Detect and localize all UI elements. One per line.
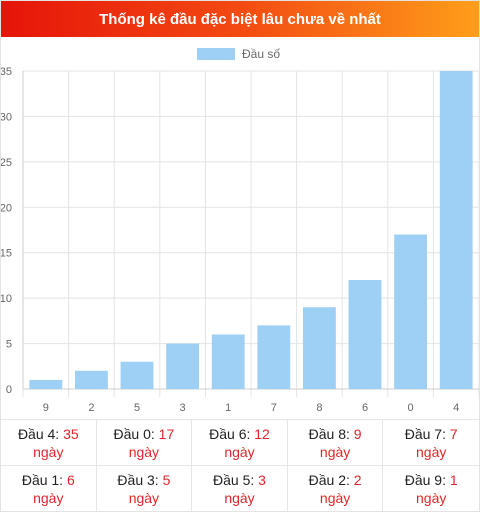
y-tick-label: 0 <box>6 384 12 396</box>
bar <box>29 379 63 389</box>
y-tick-label: 20 <box>1 202 12 214</box>
bar <box>120 361 154 389</box>
stat-label: Đầu 5: <box>213 472 255 488</box>
bar <box>394 234 428 389</box>
x-tick-label: 5 <box>134 402 140 414</box>
stat-label: Đầu 9: <box>404 472 446 488</box>
stat-value: 17 <box>158 426 175 442</box>
stat-value: 2 <box>353 472 362 488</box>
stat-cell: Đầu 6: 12 ngày <box>192 419 288 465</box>
x-tick-label: 9 <box>43 402 49 414</box>
bar <box>348 279 382 389</box>
stats-grid: Đầu 4: 35 ngày Đầu 0: 17 ngày Đầu 6: 12 ngà… <box>1 419 479 511</box>
bar <box>211 334 245 389</box>
stat-label: Đầu 7: <box>404 426 446 442</box>
y-tick-label: 25 <box>1 157 12 169</box>
stat-unit: ngày <box>33 444 64 460</box>
stat-unit: ngày <box>33 490 64 506</box>
stat-label: Đầu 1: <box>21 472 64 488</box>
stat-label: Đầu 3: <box>117 472 159 488</box>
stat-cell: Đầu 1: 6 ngày <box>1 465 97 511</box>
y-tick-label: 30 <box>1 111 12 123</box>
bar <box>257 325 291 389</box>
stat-value: 7 <box>449 426 458 442</box>
stat-cell: Đầu 4: 35 ngày <box>1 419 97 465</box>
stat-value: 12 <box>254 426 270 442</box>
stat-label: Đầu 4: <box>17 426 60 442</box>
x-tick-label: 4 <box>453 402 459 414</box>
x-tick-label: 6 <box>362 402 368 414</box>
y-tick-label: 15 <box>1 248 12 260</box>
stat-value: 35 <box>63 426 79 442</box>
stat-label: Đầu 0: <box>113 426 155 442</box>
stat-cell: Đầu 8: 9 ngày <box>287 419 384 465</box>
stat-unit: ngày <box>128 490 160 506</box>
stat-label: Đầu 6: <box>209 426 251 442</box>
bar <box>74 370 108 389</box>
stat-cell: Đầu 9: 1 ngày <box>383 465 479 511</box>
stat-value: 9 <box>353 426 362 442</box>
chart-title: Thống kê đầu đặc biệt lâu chưa về nhất <box>1 1 479 37</box>
y-tick-label: 5 <box>6 339 12 351</box>
stat-value: 5 <box>162 472 171 488</box>
stat-cell: Đầu 5: 3 ngày <box>192 465 288 511</box>
legend-label: Đầu số <box>242 47 280 61</box>
stat-unit: ngày <box>128 444 160 460</box>
bar-chart: Đầu số051015202530359253178604 <box>1 47 479 414</box>
stat-unit: ngày <box>416 444 447 460</box>
stat-unit: ngày <box>224 444 255 460</box>
bar <box>302 307 336 389</box>
stat-unit: ngày <box>319 490 351 506</box>
stat-label: Đầu 2: <box>308 472 350 488</box>
x-tick-label: 7 <box>271 402 277 414</box>
x-tick-label: 2 <box>88 402 94 414</box>
y-tick-label: 10 <box>1 293 12 305</box>
stat-value: 3 <box>258 472 266 488</box>
stat-unit: ngày <box>416 490 447 506</box>
x-tick-label: 3 <box>180 402 186 414</box>
x-tick-label: 8 <box>316 402 322 414</box>
stat-cell: Đầu 2: 2 ngày <box>287 465 384 511</box>
bar <box>439 71 473 389</box>
stat-unit: ngày <box>224 490 255 506</box>
stat-cell: Đầu 3: 5 ngày <box>96 465 193 511</box>
x-tick-label: 0 <box>408 402 414 414</box>
stat-unit: ngày <box>319 444 351 460</box>
bar <box>166 343 200 389</box>
stat-cell: Đầu 0: 17 ngày <box>96 419 193 465</box>
stat-value: 1 <box>449 472 458 488</box>
legend-swatch <box>197 48 235 60</box>
y-tick-label: 35 <box>1 66 12 78</box>
stat-label: Đầu 8: <box>308 426 350 442</box>
stat-cell: Đầu 7: 7 ngày <box>383 419 479 465</box>
x-tick-label: 1 <box>225 402 231 414</box>
stat-value: 6 <box>66 472 75 488</box>
